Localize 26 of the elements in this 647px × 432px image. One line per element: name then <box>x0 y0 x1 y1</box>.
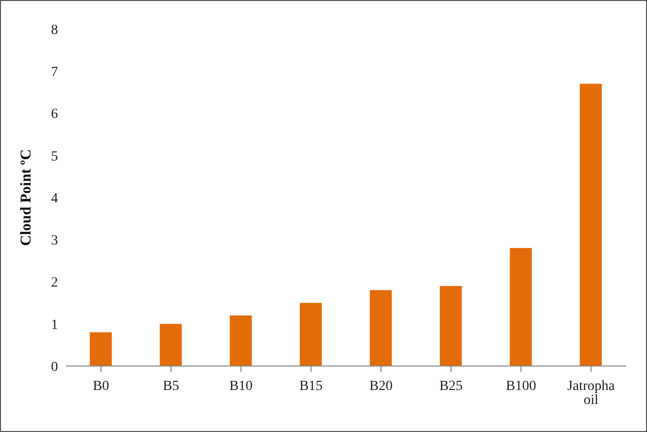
x-tick-label: B0 <box>92 378 110 394</box>
x-tick-label: B5 <box>162 378 180 394</box>
y-tick-label: 1 <box>51 318 58 333</box>
y-tick-label: 7 <box>51 65 58 80</box>
y-tick-label: 8 <box>51 22 58 38</box>
y-tick-label: 2 <box>51 276 58 291</box>
bar <box>160 324 182 366</box>
y-axis-title: Cloud Point ºC <box>18 149 34 246</box>
x-tick-label: B100 <box>506 378 536 394</box>
x-tick-label: B15 <box>299 378 323 394</box>
y-tick-label: 6 <box>51 107 58 122</box>
bar <box>580 84 602 366</box>
y-tick-label: 4 <box>51 191 58 206</box>
x-tick-label: B10 <box>229 378 253 394</box>
bar <box>300 302 322 366</box>
y-tick-label: 5 <box>51 149 58 164</box>
x-tick-label: B25 <box>439 378 463 394</box>
bar <box>440 286 462 366</box>
y-tick-label: 0 <box>51 360 58 375</box>
y-tick-label: 3 <box>51 234 58 249</box>
bar <box>510 248 532 366</box>
bar <box>90 332 112 366</box>
x-tick-label: Jatropha oil <box>567 378 616 408</box>
bar <box>370 290 392 366</box>
x-tick-label: B20 <box>369 378 393 394</box>
bar <box>230 315 252 366</box>
